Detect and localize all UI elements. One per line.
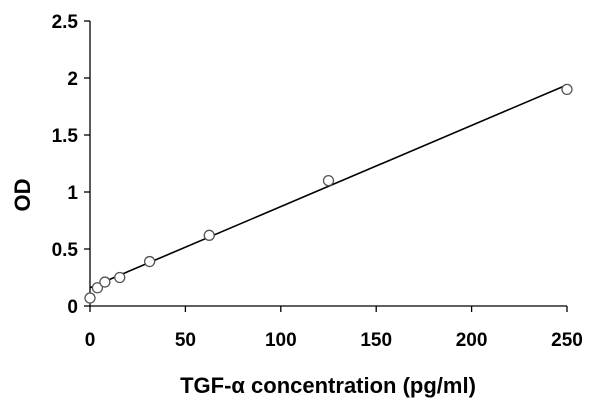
data-point — [84, 292, 96, 304]
x-tick-label: 250 — [551, 330, 583, 351]
data-point — [203, 229, 215, 241]
x-tick-label: 200 — [456, 330, 488, 351]
x-tick-labels: 0 50 100 150 200 250 — [85, 330, 583, 351]
y-tick-label: 2 — [67, 69, 78, 90]
data-points — [84, 83, 573, 304]
x-tick-label: 50 — [175, 330, 196, 351]
y-tick-label: 0 — [67, 297, 78, 318]
y-tick-label: 1.5 — [52, 126, 79, 147]
data-point — [114, 271, 126, 284]
y-tick-labels: 0 0.5 1 1.5 2 2.5 — [52, 12, 79, 318]
y-tick-label: 0.5 — [52, 240, 79, 261]
trendline-group — [89, 84, 568, 289]
data-point — [99, 276, 111, 288]
x-axis-title: TGF-α concentration (pg/ml) — [180, 373, 476, 398]
y-axis-title: OD — [10, 179, 35, 212]
data-point — [143, 255, 156, 268]
data-point — [91, 282, 104, 294]
trendline — [89, 84, 568, 289]
y-tick-label: 1 — [67, 183, 78, 204]
data-point — [322, 174, 335, 187]
y-tick-label: 2.5 — [52, 12, 79, 33]
x-tick-label: 0 — [85, 330, 96, 351]
x-tick-label: 150 — [360, 330, 392, 351]
data-point — [561, 83, 573, 96]
axes — [84, 20, 568, 312]
x-tick-label: 100 — [265, 330, 297, 351]
